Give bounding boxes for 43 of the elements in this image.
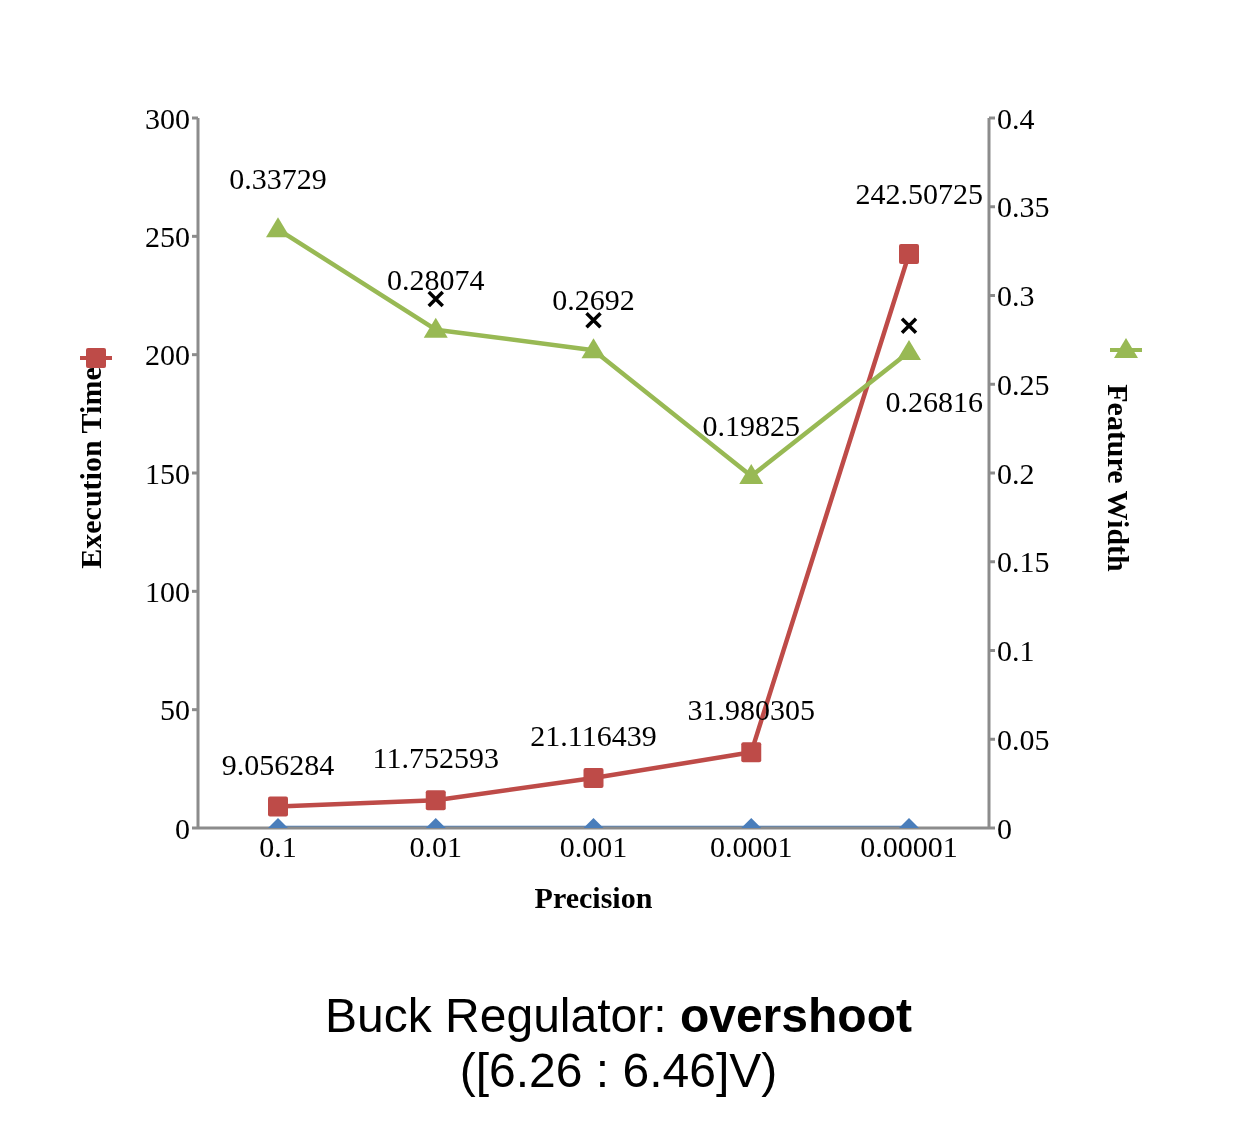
data-label: 0.28074 (387, 262, 485, 296)
point (423, 317, 448, 338)
x-tick-label: 0.0001 (710, 830, 793, 864)
x-tick-label: 0.01 (409, 830, 462, 864)
y-tick-label: 100 (145, 574, 190, 608)
x-axis-title: Precision (534, 881, 653, 914)
y-tick-label: 200 (145, 338, 190, 372)
y2-tick-label: 0.2 (997, 456, 1035, 490)
data-label: 9.056284 (221, 747, 335, 781)
y-tick-label: 250 (145, 219, 190, 253)
y-tick-label: 0 (175, 811, 190, 845)
y2-tick-label: 0 (997, 811, 1012, 845)
y2-tick-label: 0.1 (997, 634, 1035, 668)
point (427, 290, 445, 308)
x-tick-label: 0.1 (259, 830, 297, 864)
data-label: 0.19825 (702, 409, 800, 443)
y-tick-label: 300 (145, 101, 190, 135)
point (900, 316, 918, 335)
y-tick-label: 150 (145, 456, 190, 490)
y2-tick-label: 0.05 (997, 722, 1050, 756)
data-label: 242.50725 (855, 177, 983, 211)
y2-axis-title: Feature Width (1101, 384, 1136, 572)
text: ([6.26 : 6.46]V) (458, 1043, 779, 1098)
x-tick-label: 0.00001 (860, 830, 958, 864)
data-label: 0.33729 (229, 162, 327, 196)
y-tick-label: 50 (160, 693, 190, 727)
y2-tick-label: 0.25 (997, 367, 1050, 401)
point (584, 311, 603, 330)
y2-tick-label: 0.35 (997, 190, 1050, 224)
text: Buck Regulator: overshoot (324, 988, 913, 1043)
point (739, 464, 764, 485)
y2-tick-label: 0.3 (997, 279, 1035, 313)
y2-tick-label: 0.4 (997, 101, 1035, 135)
data-label: 21.116439 (530, 719, 657, 753)
y2-tick-label: 0.15 (997, 545, 1050, 579)
data-label: 11.752593 (372, 741, 499, 775)
point (266, 217, 290, 238)
y-axis-title: Execution Time (74, 367, 108, 569)
point (581, 338, 606, 359)
data-label: 0.26816 (885, 385, 983, 419)
data-label: 0.2692 (552, 283, 635, 317)
point (897, 340, 921, 361)
x-tick-label: 0.001 (559, 830, 628, 864)
